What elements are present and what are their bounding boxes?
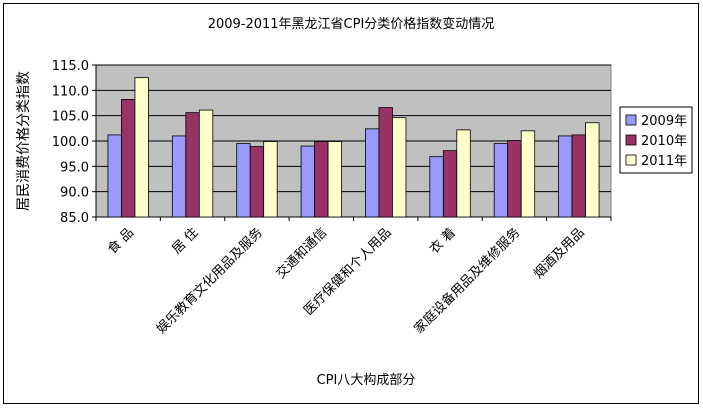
legend-label: 2011年	[641, 154, 687, 169]
legend-swatch-2011年	[625, 154, 637, 166]
bar-2011年-5	[456, 129, 471, 218]
bar-2010年-2	[249, 146, 265, 218]
bar-2010年-4	[378, 107, 393, 218]
x-axis-title: CPI八大构成部分	[317, 373, 416, 388]
bar-2011年-0	[134, 77, 149, 218]
bar-2010年-0	[121, 99, 136, 218]
legend-label: 2009年	[641, 114, 687, 129]
bar-2010年-5	[442, 150, 458, 218]
bar-2011年-7	[585, 122, 600, 218]
bar-2011年-3	[327, 141, 342, 218]
y-tick-label: 110.0	[52, 84, 89, 99]
legend: 2009年 2010年 2011年	[619, 106, 693, 174]
bar-2010年-7	[571, 134, 586, 218]
bar-2009年-4	[365, 128, 380, 218]
bar-2010年-1	[185, 112, 200, 218]
bar-2010年-3	[314, 141, 329, 218]
bar-2009年-6	[493, 143, 509, 218]
bar-2009年-3	[300, 145, 315, 218]
chart-title: 2009-2011年黑龙江省CPI分类价格指数变动情况	[208, 16, 495, 32]
bar-2009年-0	[107, 134, 122, 218]
bar-2011年-1	[198, 109, 214, 218]
bar-2009年-1	[171, 135, 187, 218]
legend-label: 2010年	[641, 134, 687, 149]
bar-2009年-7	[558, 135, 573, 218]
y-tick-label: 95.0	[60, 160, 89, 175]
y-tick-label: 115.0	[52, 59, 89, 74]
y-tick-label: 85.0	[60, 211, 89, 226]
y-tick-label: 100.0	[52, 135, 89, 150]
y-tick-label: 105.0	[52, 110, 89, 125]
legend-swatch-2009年	[625, 114, 637, 126]
y-tick-label: 90.0	[60, 186, 89, 201]
bar-2010年-6	[507, 140, 522, 218]
bar-2011年-4	[392, 117, 407, 218]
bar-2011年-2	[263, 141, 278, 218]
legend-swatch-2010年	[625, 134, 637, 146]
bar-2009年-2	[236, 143, 251, 218]
bar-2011年-6	[520, 130, 536, 218]
y-axis-title: 居民消费价格分类指数	[16, 71, 32, 211]
bar-2009年-5	[429, 156, 444, 218]
